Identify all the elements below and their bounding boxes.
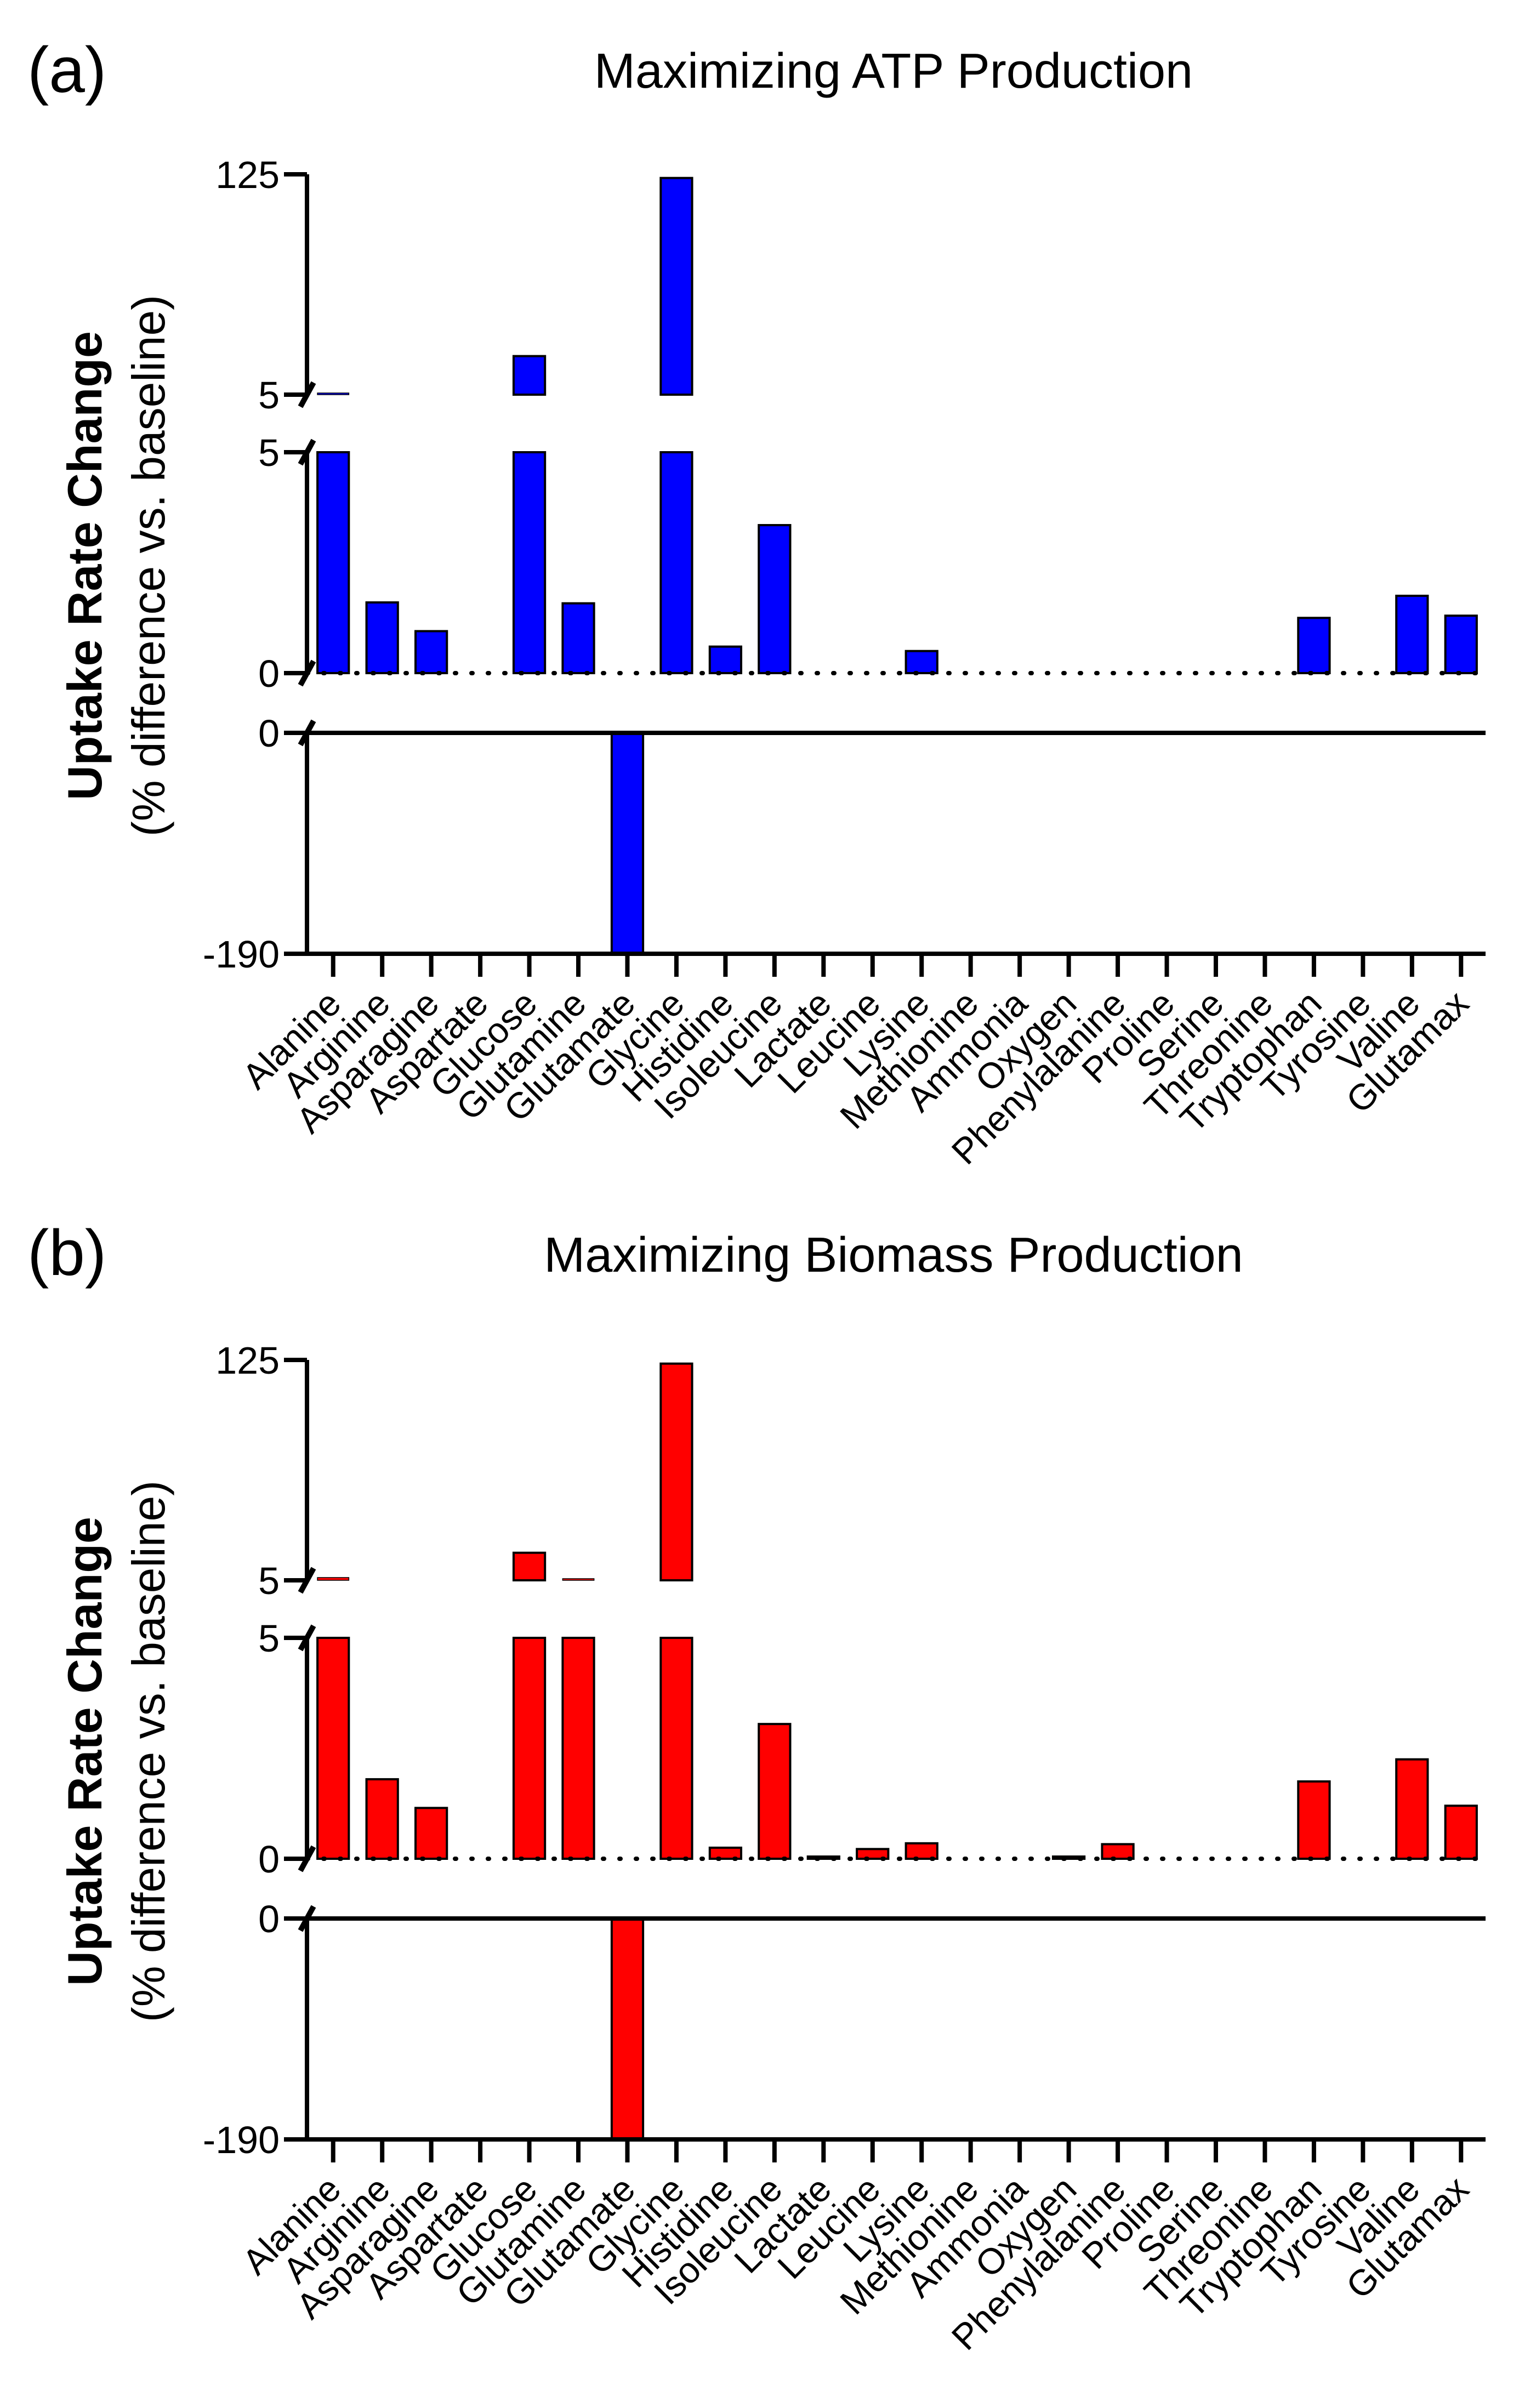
panel-b-bar-glucose-upper [512,1551,547,1581]
panel-b-axis-break-mark [298,1845,316,1872]
panel-b-bar-isoleucine [758,1723,792,1860]
panel-b-bar-alanine-upper [317,1577,350,1581]
panel-a-bar-lysine [904,650,938,674]
panel-b-bar-valine [1395,1758,1429,1860]
panel-b-y-tick-label-top: 5 [258,1559,280,1602]
panel-b-bar-leucine [856,1848,890,1860]
panel-a-bar-glutamate [610,732,645,955]
panel-a-y-tick-label-middle: 0 [258,652,280,695]
panel-b-y-tick-label-bottom: 0 [258,1898,280,1940]
panel-a-bar-alanine-upper [317,392,350,395]
panel-b-bar-phenylalanine [1101,1843,1135,1860]
panel-b-axis-break-mark [298,1567,316,1594]
panel-a-axis-break-mark [298,381,316,408]
panel-b-bar-oxygen [1051,1855,1086,1860]
panel-a-bar-glycine [659,451,693,674]
panel-b-bar-lysine [904,1842,938,1860]
panel-b-y-tick-label-middle: 0 [258,1838,280,1881]
panel-a-ylabel: Uptake Rate Change [58,331,112,800]
panel-a-bar-glucose-upper [512,355,547,396]
panel-b-bar-glucose [512,1637,547,1860]
panel-b-bar-tryptophan [1297,1780,1331,1860]
panel-b-bar-glutamax [1444,1804,1478,1860]
panel-b-ylabel: Uptake Rate Change [58,1517,112,1986]
panel-b-ylabel-sub: (% difference vs. baseline) [123,1481,174,2022]
panel-a-axis-break-mark [298,659,316,687]
panel-a-axis-break-mark [298,719,316,747]
panel-b-axis-break-mark [298,1624,316,1652]
panel-a-bar-glutamine [561,602,595,674]
panel-a-y-tick-label-top: 125 [215,153,280,196]
panel-a-bar-asparagine [414,630,448,675]
panel-a-bar-glycine-upper [659,177,693,396]
panel-b-bar-histidine [708,1846,743,1860]
panel-b-y-tick-label-bottom: -190 [203,2119,280,2161]
panel-b-bar-glutamate [610,1917,645,2141]
panel-b-bar-arginine [365,1778,399,1860]
panel-b-y-tick-label-middle: 5 [258,1617,280,1660]
panel-a-axis-break-mark [298,439,316,466]
panel-a-y-tick-label-top: 5 [258,374,280,417]
panel-a-bar-alanine [316,451,350,674]
panel-b-bar-lactate [806,1855,840,1860]
panel-b-bar-glutamine [561,1637,595,1860]
panel-b-y-tick-label-top: 125 [215,1339,280,1382]
panel-a-plot: 1255500-190AlanineArginineAsparagineAspa… [203,153,1488,1172]
panel-a-bar-glucose [512,451,547,674]
panel-b-title: Maximizing Biomass Production [544,1228,1243,1283]
panel-a-bar-histidine [708,645,743,675]
panel-b-bar-glycine-upper [659,1362,693,1581]
panel-a-bar-valine [1395,594,1429,674]
panel-a-ylabel-sub: (% difference vs. baseline) [123,295,174,836]
panel-b-plot: 1255500-190AlanineArginineAsparagineAspa… [203,1339,1488,2358]
panel-b-bar-asparagine [414,1807,448,1860]
panel-a-label: (a) [27,34,106,106]
panel-b-bar-alanine [316,1637,350,1860]
panel-a-bar-tryptophan [1297,617,1331,674]
panel-a-y-tick-label-bottom: 0 [258,712,280,755]
panel-a-title: Maximizing ATP Production [594,44,1193,99]
panel-b-label: (b) [27,1217,106,1289]
panel-b-axis-break-mark [298,1905,316,1932]
panel-b-bar-glycine [659,1637,693,1860]
panel-b-bar-glutamine-upper [562,1578,595,1581]
panel-a-y-tick-label-middle: 5 [258,431,280,474]
panel-a-bar-arginine [365,601,399,675]
panel-a-y-tick-label-bottom: -190 [203,933,280,976]
panel-a-bar-isoleucine [758,523,792,674]
panel-a-bar-glutamax [1444,614,1478,674]
